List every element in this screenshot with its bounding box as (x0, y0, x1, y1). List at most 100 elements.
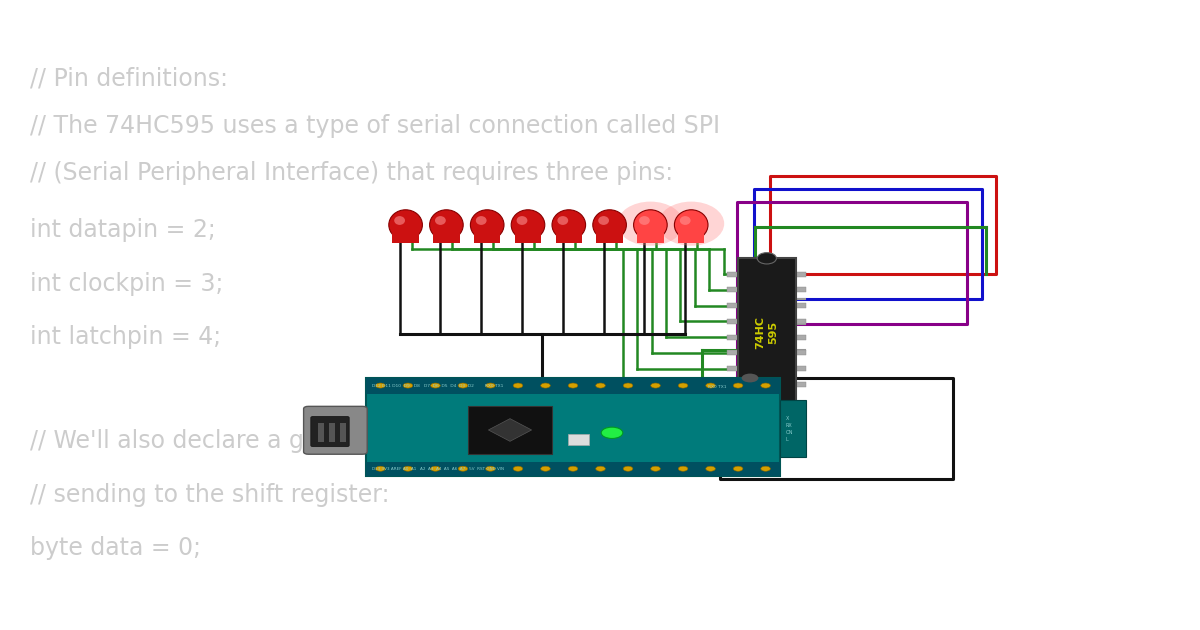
Circle shape (431, 466, 440, 471)
Circle shape (623, 383, 632, 388)
Circle shape (431, 383, 440, 388)
Circle shape (601, 427, 623, 438)
Bar (727, 335, 738, 340)
Circle shape (678, 466, 688, 471)
Ellipse shape (470, 210, 504, 240)
Bar (796, 287, 806, 292)
Bar (727, 366, 738, 371)
Circle shape (650, 383, 660, 388)
Ellipse shape (476, 216, 487, 225)
Bar (796, 382, 806, 387)
Bar (796, 272, 806, 277)
Ellipse shape (599, 216, 610, 225)
Circle shape (541, 466, 551, 471)
Bar (727, 382, 738, 387)
Bar (796, 335, 806, 340)
FancyBboxPatch shape (304, 406, 367, 454)
Ellipse shape (659, 202, 725, 246)
Polygon shape (488, 418, 532, 441)
Text: 74HC
595: 74HC 595 (756, 316, 778, 349)
Ellipse shape (395, 216, 406, 225)
Bar (796, 303, 806, 308)
Circle shape (623, 466, 632, 471)
Circle shape (733, 466, 743, 471)
Bar (727, 350, 738, 355)
Bar (556, 233, 582, 243)
Bar (318, 423, 324, 442)
Bar (340, 423, 346, 442)
Ellipse shape (618, 202, 684, 246)
Circle shape (541, 383, 551, 388)
Text: // Pin definitions:: // Pin definitions: (30, 67, 228, 91)
Bar (727, 303, 738, 308)
Circle shape (486, 383, 496, 388)
Bar (727, 319, 738, 324)
Circle shape (458, 383, 468, 388)
Ellipse shape (552, 210, 586, 240)
Bar (392, 233, 419, 243)
Bar (474, 233, 500, 243)
Circle shape (514, 466, 523, 471)
Circle shape (514, 383, 523, 388)
Bar (433, 233, 460, 243)
Text: // (Serial Peripheral Interface) that requires three pins:: // (Serial Peripheral Interface) that re… (30, 161, 673, 185)
Circle shape (569, 383, 578, 388)
Circle shape (595, 466, 605, 471)
Ellipse shape (680, 216, 691, 225)
Ellipse shape (593, 210, 626, 240)
Circle shape (650, 466, 660, 471)
Circle shape (761, 383, 770, 388)
Ellipse shape (511, 210, 545, 240)
Bar (366, 378, 780, 394)
Bar (366, 462, 780, 476)
Bar (738, 258, 796, 406)
Ellipse shape (634, 210, 667, 240)
Text: int clockpin = 3;: int clockpin = 3; (30, 272, 223, 295)
Ellipse shape (757, 253, 776, 264)
Bar (366, 378, 780, 476)
Circle shape (706, 466, 715, 471)
Bar (780, 400, 806, 457)
Ellipse shape (558, 216, 569, 225)
Text: RX0 TX1: RX0 TX1 (708, 385, 726, 389)
Bar (596, 233, 623, 243)
Text: D12 D11 D10  D9   D8   D7  D6  D5  D4  D3  D2        RX0 TX1: D12 D11 D10 D9 D8 D7 D6 D5 D4 D3 D2 RX0 … (372, 384, 503, 388)
FancyBboxPatch shape (311, 416, 349, 447)
Text: byte data = 0;: byte data = 0; (30, 536, 202, 560)
Ellipse shape (430, 210, 463, 240)
Ellipse shape (674, 210, 708, 240)
Bar (568, 434, 589, 445)
Bar (727, 287, 738, 292)
Ellipse shape (389, 210, 422, 240)
Bar (796, 366, 806, 371)
Text: int latchpin = 4;: int latchpin = 4; (30, 325, 221, 349)
Circle shape (761, 466, 770, 471)
Bar (678, 233, 704, 243)
Bar (515, 233, 541, 243)
Bar (468, 406, 552, 454)
Ellipse shape (517, 216, 528, 225)
Bar (637, 233, 664, 243)
Circle shape (733, 383, 743, 388)
Circle shape (595, 383, 605, 388)
Circle shape (569, 466, 578, 471)
Circle shape (486, 466, 496, 471)
Circle shape (706, 383, 715, 388)
Text: D13 3V3 AREF A0  A1   A2  A3  A4  A5  A6  A7   5V  RST GND VIN: D13 3V3 AREF A0 A1 A2 A3 A4 A5 A6 A7 5V … (372, 467, 504, 471)
Text: X
RX
ON
L: X RX ON L (786, 416, 793, 442)
Circle shape (376, 383, 385, 388)
Bar (329, 423, 335, 442)
Circle shape (678, 383, 688, 388)
Circle shape (403, 383, 413, 388)
Circle shape (403, 466, 413, 471)
Text: int datapin = 2;: int datapin = 2; (30, 218, 216, 242)
Circle shape (742, 374, 758, 382)
Text: // sending to the shift register:: // sending to the shift register: (30, 483, 390, 507)
Ellipse shape (436, 216, 446, 225)
Bar (796, 350, 806, 355)
Circle shape (376, 466, 385, 471)
Bar (727, 272, 738, 277)
Text: // The 74HC595 uses a type of serial connection called SPI: // The 74HC595 uses a type of serial con… (30, 114, 720, 138)
Circle shape (458, 466, 468, 471)
Bar (796, 319, 806, 324)
